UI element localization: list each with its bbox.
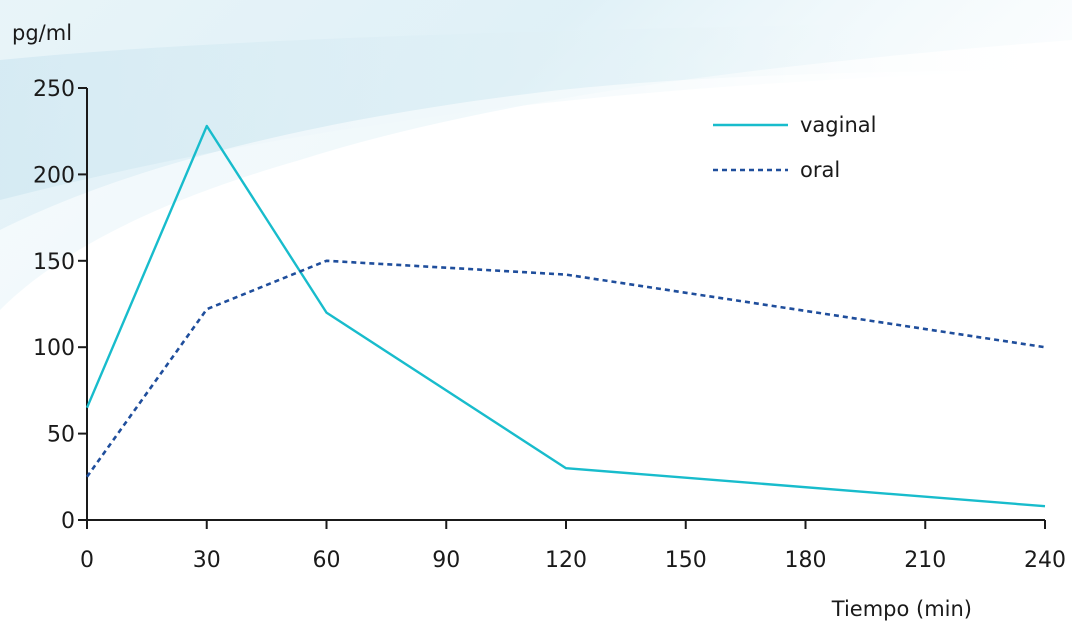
y-tick-label: 150 [33, 250, 75, 275]
y-tick-label: 0 [61, 509, 75, 534]
x-tick-label: 180 [785, 548, 827, 573]
legend: vaginal oral [713, 113, 876, 182]
x-tick-label: 60 [313, 548, 341, 573]
x-tick-label: 0 [80, 548, 94, 573]
x-tick-label: 30 [193, 548, 221, 573]
y-tick-label: 100 [33, 336, 75, 361]
axes: 0 50 100 150 200 250 0 30 60 90 120 150 180 210 240 [33, 77, 1066, 573]
x-tick-label: 120 [545, 548, 587, 573]
series-line-vaginal [85, 124, 1046, 508]
legend-label-vaginal: vaginal [800, 113, 876, 137]
x-tick-label: 240 [1024, 548, 1066, 573]
series-line-oral [85, 259, 1046, 478]
x-tick-label: 210 [904, 548, 946, 573]
y-tick-label: 50 [47, 423, 75, 448]
y-tick-label: 200 [33, 163, 75, 188]
y-axis-title: pg/ml [12, 21, 72, 45]
x-tick-label: 150 [665, 548, 707, 573]
x-tick-label: 90 [432, 548, 460, 573]
y-tick-label: 250 [33, 77, 75, 102]
x-axis-title: Tiempo (min) [831, 597, 972, 621]
legend-label-oral: oral [800, 158, 840, 182]
series-layer [85, 124, 1046, 508]
